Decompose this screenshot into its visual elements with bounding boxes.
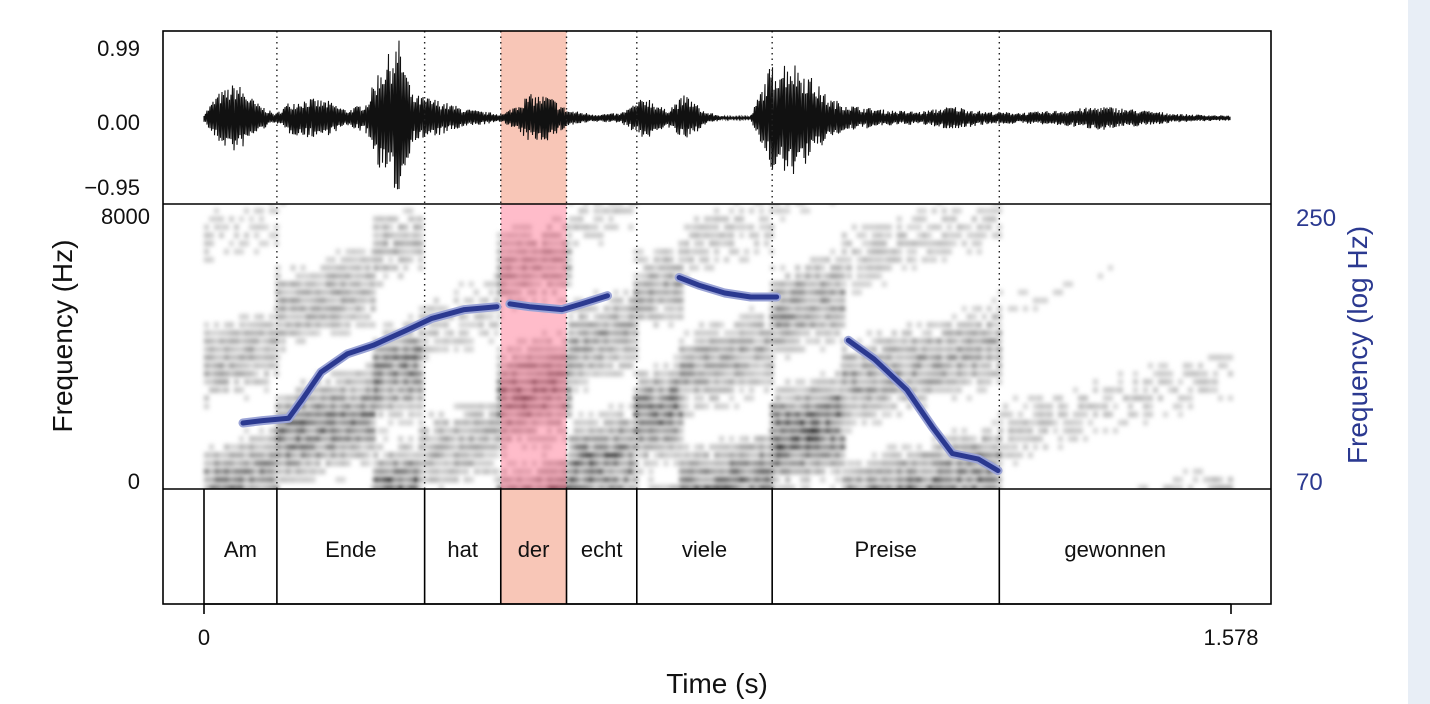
pitch-line <box>676 275 780 300</box>
spec-tick-bottom: 0 <box>128 469 140 494</box>
word-label: Preise <box>855 537 917 562</box>
pitch-line <box>240 304 500 426</box>
x-tick-label-0: 0 <box>198 625 210 650</box>
vertical-scrollbar[interactable] <box>1408 0 1430 704</box>
word-label: echt <box>581 537 623 562</box>
waveform-y-axis: 0.99 0.00 −0.95 <box>84 36 140 200</box>
word-label: viele <box>682 537 727 562</box>
pitch-tick-top: 250 <box>1296 205 1336 232</box>
wave-tick-top: 0.99 <box>97 36 140 61</box>
word-label: gewonnen <box>1064 537 1166 562</box>
waveform-trace <box>203 40 1231 190</box>
spec-tick-top: 8000 <box>101 204 150 229</box>
word-label: der <box>518 537 550 562</box>
word-label: Am <box>224 537 257 562</box>
pitch-contour <box>238 273 1003 476</box>
pitch-line <box>845 337 1001 474</box>
wave-tick-bottom: −0.95 <box>84 175 140 200</box>
spec-y-label: Frequency (Hz) <box>47 240 78 433</box>
annotation-tier: Am Ende hat der echt viele Preise gewonnen <box>203 489 1166 604</box>
word-label: hat <box>447 537 478 562</box>
spectrogram-panel <box>204 204 1233 489</box>
waveform-panel <box>203 40 1231 190</box>
pitch-line <box>507 293 610 313</box>
wave-tick-mid: 0.00 <box>97 110 140 135</box>
highlight-annotation-der <box>500 489 567 604</box>
time-x-axis: 0 1.578 Time (s) <box>198 603 1259 699</box>
x-axis-label: Time (s) <box>666 668 768 699</box>
highlight-spectrogram-der <box>500 204 567 489</box>
pitch-y-axis: 250 70 Frequency (log Hz) <box>1296 205 1373 496</box>
x-tick-label-end: 1.578 <box>1203 625 1258 650</box>
pitch-tick-bottom: 70 <box>1296 469 1323 496</box>
spectrogram-y-axis: 8000 0 Frequency (Hz) <box>47 204 150 494</box>
pitch-y-label: Frequency (log Hz) <box>1342 226 1373 464</box>
word-label: Ende <box>325 537 376 562</box>
